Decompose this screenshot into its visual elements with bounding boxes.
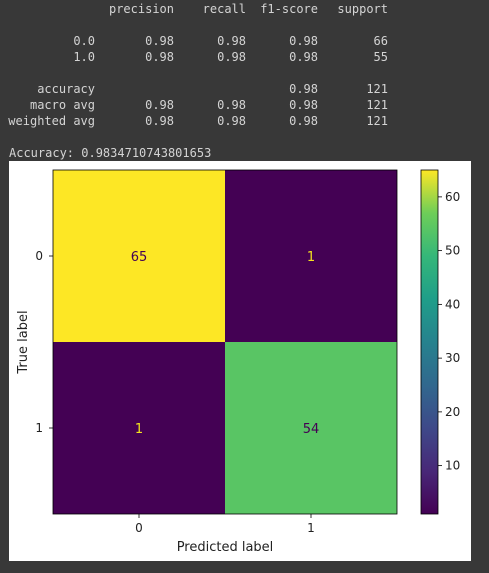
colorbar-tick-label: 60 [445, 190, 460, 204]
colorbar-tick-label: 40 [445, 297, 460, 311]
colorbar-ticks: 10 20 30 40 50 60 [438, 190, 460, 473]
confusion-matrix-figure: 65 1 1 54 0 1 Predicted label 0 1 True l… [9, 161, 471, 561]
confusion-matrix-svg: 65 1 1 54 0 1 Predicted label 0 1 True l… [16, 169, 460, 555]
x-tick-label: 1 [307, 521, 315, 535]
report-row-label: 1.0 [73, 50, 95, 64]
report-row-label: 0.0 [73, 34, 95, 48]
colorbar-tick-label: 10 [445, 459, 460, 473]
report-header-support: support [337, 2, 388, 16]
colorbar-tick-label: 30 [445, 351, 460, 365]
report-cell-support: 66 [373, 34, 388, 48]
report-cell-precision: 0.98 [145, 98, 174, 112]
y-axis-label: True label [16, 310, 31, 374]
report-cell-f1: 0.98 [289, 82, 318, 96]
matrix-value-label: 54 [303, 422, 320, 437]
report-cell-support: 121 [366, 114, 388, 128]
report-cell-recall: 0.98 [217, 114, 246, 128]
matrix-cell-true1-pred1 [225, 342, 397, 514]
report-cell-f1: 0.98 [289, 34, 318, 48]
classification-report: precision recall f1-score support 0.0 0.… [0, 0, 489, 145]
report-cell-precision: 0.98 [145, 34, 174, 48]
report-cell-precision: 0.98 [145, 114, 174, 128]
report-cell-recall: 0.98 [217, 50, 246, 64]
matrix-value-label: 65 [131, 250, 148, 265]
report-row-label: accuracy [37, 82, 95, 96]
report-row-label: macro avg [29, 98, 95, 112]
y-tick-label: 1 [35, 421, 43, 435]
matrix-value-label: 1 [307, 250, 315, 265]
report-cell-recall: 0.98 [217, 98, 246, 112]
report-cell-f1: 0.98 [289, 114, 318, 128]
report-header-precision: precision [108, 2, 174, 16]
report-cell-precision: 0.98 [145, 50, 174, 64]
x-tick-label: 0 [135, 521, 143, 535]
report-cell-support: 121 [366, 82, 388, 96]
matrix-value-label: 1 [135, 422, 143, 437]
report-cell-support: 121 [366, 98, 388, 112]
colorbar-tick-label: 50 [445, 244, 460, 258]
colorbar-tick-label: 20 [445, 405, 460, 419]
accuracy-output: Accuracy: 0.9834710743801653 [9, 146, 212, 160]
report-cell-f1: 0.98 [289, 98, 318, 112]
report-cell-recall: 0.98 [217, 34, 246, 48]
report-row-label: weighted avg [8, 114, 95, 128]
x-axis-label: Predicted label [177, 540, 274, 555]
matrix-cell-true1-pred0 [53, 342, 225, 514]
matrix-cell-true0-pred0 [53, 170, 225, 342]
report-header-f1-score: f1-score [260, 2, 318, 16]
report-cell-support: 55 [373, 50, 388, 64]
matrix-frame [52, 169, 398, 515]
colorbar [420, 169, 439, 515]
matrix-cell-true0-pred1 [225, 170, 397, 342]
report-cell-f1: 0.98 [289, 50, 318, 64]
report-header-recall: recall [202, 2, 246, 16]
y-tick-label: 0 [35, 249, 43, 263]
